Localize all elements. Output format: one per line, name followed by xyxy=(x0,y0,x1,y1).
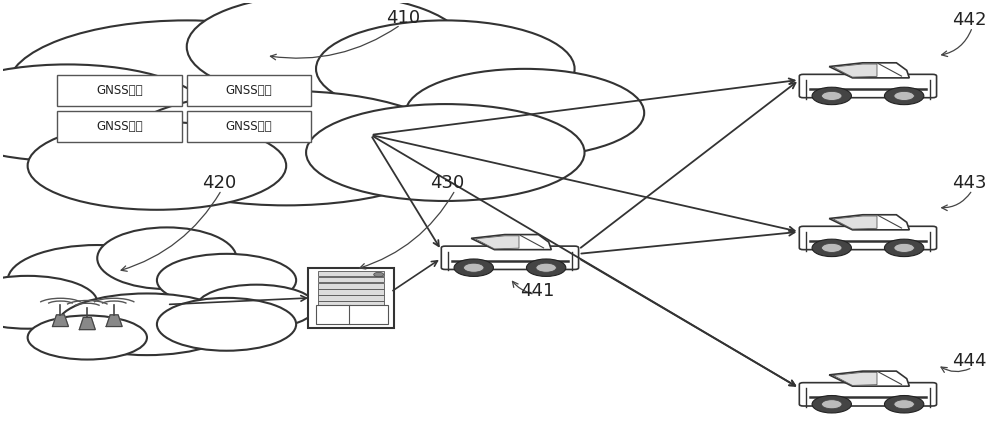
Circle shape xyxy=(822,91,842,100)
FancyBboxPatch shape xyxy=(318,301,384,307)
Circle shape xyxy=(812,87,851,105)
Text: 442: 442 xyxy=(952,11,987,29)
Text: GNSS卫星: GNSS卫星 xyxy=(96,84,143,97)
Ellipse shape xyxy=(187,0,465,99)
Polygon shape xyxy=(471,235,551,250)
Polygon shape xyxy=(106,315,122,326)
Ellipse shape xyxy=(117,91,455,205)
Circle shape xyxy=(812,396,851,413)
Circle shape xyxy=(374,273,384,277)
Circle shape xyxy=(894,400,914,409)
FancyBboxPatch shape xyxy=(318,277,384,282)
FancyBboxPatch shape xyxy=(441,246,579,269)
Polygon shape xyxy=(475,236,519,249)
Ellipse shape xyxy=(28,315,147,359)
FancyBboxPatch shape xyxy=(316,305,350,324)
Polygon shape xyxy=(53,315,68,326)
Circle shape xyxy=(894,91,914,100)
Ellipse shape xyxy=(306,104,585,201)
Ellipse shape xyxy=(197,285,316,329)
Circle shape xyxy=(884,87,924,105)
FancyBboxPatch shape xyxy=(318,295,384,301)
Ellipse shape xyxy=(8,21,366,153)
Polygon shape xyxy=(829,215,909,230)
Polygon shape xyxy=(829,63,909,78)
Circle shape xyxy=(884,396,924,413)
Ellipse shape xyxy=(57,293,236,355)
Ellipse shape xyxy=(97,227,236,289)
Ellipse shape xyxy=(0,64,207,161)
Text: 443: 443 xyxy=(952,174,987,192)
FancyBboxPatch shape xyxy=(799,383,937,406)
Circle shape xyxy=(454,259,493,277)
Text: 444: 444 xyxy=(952,352,987,370)
Ellipse shape xyxy=(28,122,286,210)
Ellipse shape xyxy=(157,254,296,307)
FancyBboxPatch shape xyxy=(318,271,384,276)
Circle shape xyxy=(822,400,842,409)
Text: 441: 441 xyxy=(520,282,554,300)
FancyBboxPatch shape xyxy=(187,111,311,141)
Ellipse shape xyxy=(406,69,644,157)
Text: 410: 410 xyxy=(386,8,420,27)
Circle shape xyxy=(526,259,566,277)
Text: 420: 420 xyxy=(202,174,236,192)
Polygon shape xyxy=(829,371,909,386)
Circle shape xyxy=(894,244,914,252)
Circle shape xyxy=(464,263,484,272)
Ellipse shape xyxy=(157,298,296,351)
FancyBboxPatch shape xyxy=(318,308,384,313)
FancyBboxPatch shape xyxy=(187,75,311,106)
Ellipse shape xyxy=(316,21,575,117)
Polygon shape xyxy=(833,64,877,77)
FancyBboxPatch shape xyxy=(57,75,182,106)
Circle shape xyxy=(822,244,842,252)
Polygon shape xyxy=(79,318,95,330)
FancyBboxPatch shape xyxy=(799,226,937,250)
Text: GNSS卫星: GNSS卫星 xyxy=(226,84,272,97)
Ellipse shape xyxy=(8,245,187,315)
Text: GNSS卫星: GNSS卫星 xyxy=(96,120,143,132)
Text: 430: 430 xyxy=(430,174,465,192)
Circle shape xyxy=(812,239,851,256)
Circle shape xyxy=(536,263,556,272)
FancyBboxPatch shape xyxy=(308,268,394,328)
Ellipse shape xyxy=(0,276,97,329)
FancyBboxPatch shape xyxy=(318,283,384,289)
Text: GNSS卫星: GNSS卫星 xyxy=(226,120,272,132)
Polygon shape xyxy=(833,372,877,385)
FancyBboxPatch shape xyxy=(349,305,388,324)
FancyBboxPatch shape xyxy=(799,74,937,98)
FancyBboxPatch shape xyxy=(318,289,384,295)
FancyBboxPatch shape xyxy=(57,111,182,141)
Polygon shape xyxy=(833,216,877,229)
Circle shape xyxy=(884,239,924,256)
